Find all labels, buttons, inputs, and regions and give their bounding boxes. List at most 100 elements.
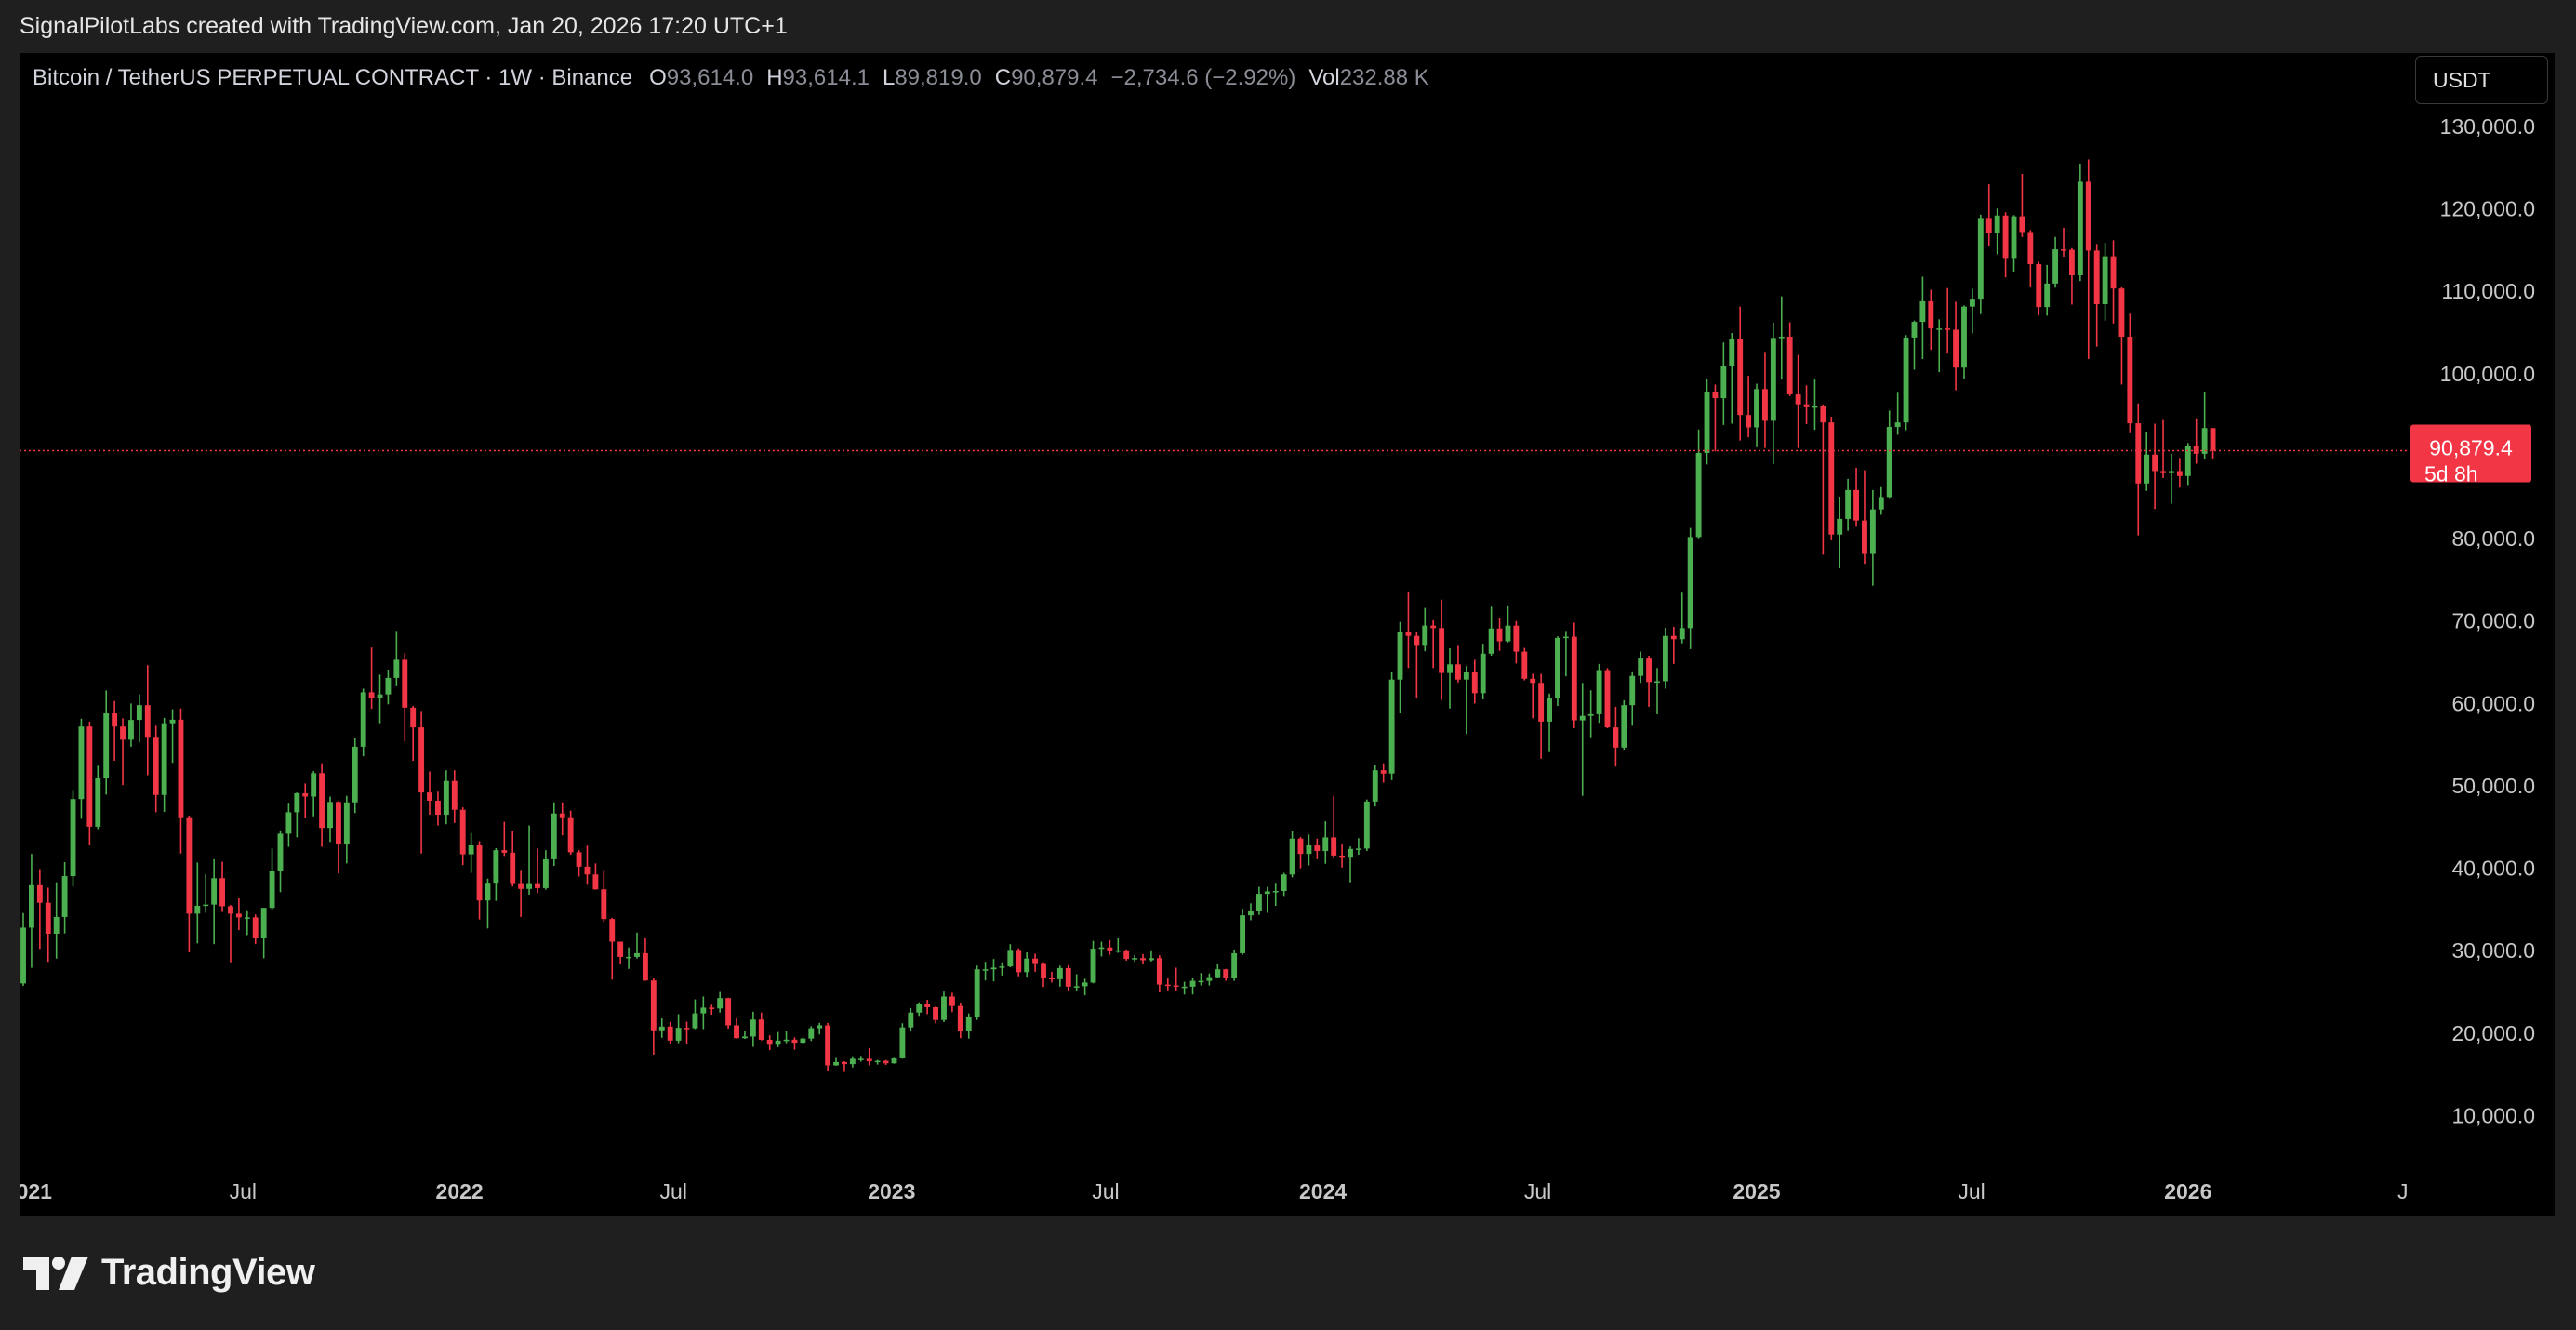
candle-body [186, 817, 193, 914]
candle-body [360, 692, 366, 747]
candle-body [1521, 651, 1528, 679]
candle-body [2052, 249, 2059, 284]
ohlc-value: 93,614.0 [666, 65, 754, 90]
candle-body [2002, 215, 2009, 259]
candle-body [1496, 628, 1503, 642]
candle-body [1828, 422, 1835, 535]
y-tick-label: 30,000.0 [2451, 938, 2535, 963]
candle-body [617, 941, 624, 957]
candle-body [269, 871, 275, 909]
candle-body [1439, 628, 1445, 673]
candle-body [725, 998, 732, 1026]
candle-body [2036, 264, 2042, 308]
y-tick-label: 130,000.0 [2440, 114, 2535, 139]
candle-body [352, 746, 358, 803]
currency-button[interactable]: USDT [2415, 56, 2548, 104]
candle-body [368, 692, 375, 698]
candle-body [601, 889, 607, 920]
x-tick-label: Jul [1092, 1179, 1119, 1204]
candle-body [1795, 394, 1801, 405]
candle-body [775, 1040, 781, 1045]
candle-body [1820, 406, 1826, 423]
candle-body [1786, 337, 1793, 395]
candle-body [2102, 256, 2108, 305]
y-tick-label: 60,000.0 [2451, 691, 2535, 715]
candle-body [1530, 678, 1536, 684]
candle-body [1123, 950, 1130, 960]
candle-body [817, 1025, 823, 1029]
candle-body [684, 1028, 690, 1030]
candle-body [692, 1013, 698, 1029]
candle-body [924, 1004, 931, 1007]
candle-body [1322, 837, 1329, 852]
candle-body [1471, 672, 1478, 694]
chart: 10,000.0 20,000.0 30,000.0 40,000.0 50,000.0… [20, 53, 2555, 1216]
candle-body [161, 723, 167, 795]
candle-body [302, 793, 309, 797]
ohlc-key: L [882, 65, 896, 90]
candle-body [53, 916, 60, 935]
candle-body [2169, 471, 2174, 473]
candle-body [20, 927, 26, 984]
candle-body [883, 1060, 889, 1064]
candle-body [493, 850, 499, 884]
y-tick-label: 10,000.0 [2451, 1103, 2535, 1127]
y-tick-label: 40,000.0 [2451, 857, 2535, 881]
candle-body [1596, 670, 1602, 714]
candle-body [1281, 874, 1287, 892]
candle-body [2077, 181, 2083, 275]
candle-body [1414, 635, 1420, 646]
candle-body [128, 720, 134, 740]
brand-logo [23, 1256, 88, 1290]
candle-body [311, 773, 317, 797]
candle-body [974, 969, 980, 1017]
candle-body [2019, 216, 2025, 233]
candle-body [319, 773, 325, 829]
candle-body [2011, 216, 2017, 259]
candle-body [1878, 497, 1884, 510]
candle-body [567, 817, 574, 853]
candle-body [1488, 628, 1494, 654]
candle-body [750, 1019, 756, 1037]
candle-body [1422, 625, 1428, 646]
candle-body [1372, 770, 1378, 802]
candle-body [1363, 801, 1370, 849]
ohlc-key: O [649, 65, 667, 90]
candle-body [153, 737, 159, 795]
x-tick-label: Jul [1958, 1179, 1985, 1204]
candle-body [1181, 986, 1188, 989]
candle-body [2210, 428, 2216, 451]
candle-body [1215, 969, 1221, 978]
candle-body [1862, 520, 1867, 554]
x-tick-label: 2021 [20, 1179, 52, 1204]
candle-body [410, 707, 417, 728]
candle-body [2193, 446, 2199, 454]
candle-body [849, 1058, 856, 1065]
candle-body [377, 694, 383, 698]
candle-body [1430, 625, 1437, 629]
candle-body [1704, 392, 1710, 453]
candle-body [1380, 770, 1387, 774]
candle-body [1132, 958, 1138, 960]
candle-body [327, 802, 333, 829]
candle-body [717, 998, 724, 1009]
candle-body [1355, 848, 1361, 850]
ohlc-key: C [994, 65, 1012, 90]
candle-body [1397, 632, 1403, 680]
candle-body [2061, 249, 2066, 251]
candle-body [45, 902, 51, 935]
candle-body [120, 726, 126, 740]
candle-body [2093, 250, 2100, 305]
candle-body [808, 1028, 815, 1039]
candle-body [1837, 518, 1843, 535]
candle-body [1198, 980, 1204, 983]
candle-body [435, 800, 441, 816]
candle-body [169, 719, 176, 724]
candle-body [559, 813, 565, 818]
candle-body [1604, 670, 1611, 728]
candle-body [542, 858, 549, 888]
candle-body [1090, 949, 1096, 983]
candle-body [1770, 338, 1776, 421]
candle-body [211, 878, 218, 905]
candle-body [2152, 454, 2158, 472]
